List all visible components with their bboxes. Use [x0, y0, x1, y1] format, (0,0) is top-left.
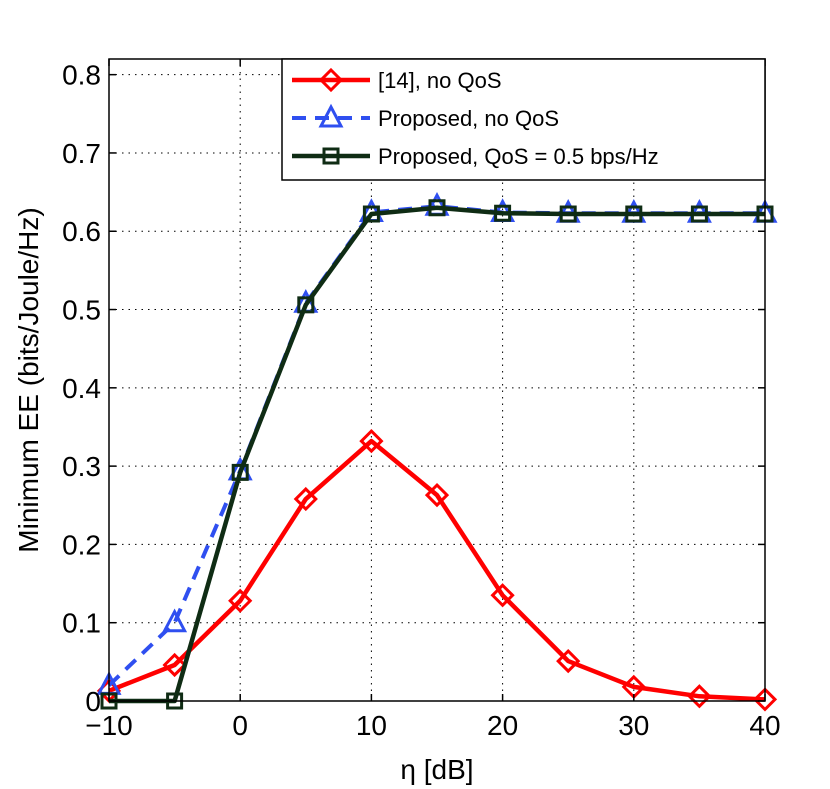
legend-label: [14], no QoS — [378, 68, 502, 93]
y-tick-label: 0.4 — [62, 373, 101, 404]
data-point — [687, 684, 712, 709]
legend: [14], no QoS Proposed, no QoS Proposed, Qo… — [281, 58, 766, 181]
legend-marker — [318, 103, 344, 128]
y-tick-label: 0 — [85, 686, 101, 717]
data-point — [162, 652, 187, 678]
legend-label: Proposed, no QoS — [378, 106, 559, 131]
x-tick-label: 10 — [356, 710, 387, 741]
data-point — [428, 199, 446, 217]
series-line — [108, 438, 766, 702]
data-point — [490, 583, 515, 608]
data-point — [228, 588, 253, 613]
series-line — [109, 205, 765, 704]
series-layer — [96, 191, 778, 712]
data-point — [752, 687, 778, 712]
data-point — [297, 296, 315, 314]
x-tick-label: −10 — [85, 710, 133, 741]
data-point — [625, 205, 643, 223]
x-tick-label: 20 — [487, 710, 518, 741]
x-tick-label: 30 — [618, 710, 649, 741]
data-point — [556, 648, 581, 674]
legend-marker — [318, 67, 344, 93]
data-point — [690, 205, 708, 223]
data-point — [293, 486, 318, 512]
data-point — [359, 428, 384, 454]
x-tick-label: 40 — [749, 710, 780, 741]
data-point — [231, 463, 249, 481]
legend-marker — [322, 147, 340, 165]
y-tick-label: 0.2 — [62, 529, 101, 560]
x-tick-label: 0 — [232, 710, 248, 741]
x-axis-title: η [dB] — [400, 754, 473, 785]
series-1 — [96, 428, 778, 712]
data-point — [494, 204, 512, 222]
y-tick-label: 0.6 — [62, 216, 101, 247]
data-point — [559, 205, 577, 223]
y-tick-label: 0.7 — [62, 138, 101, 169]
y-tick-label: 0.5 — [62, 295, 101, 326]
legend-label: Proposed, QoS = 0.5 bps/Hz — [378, 144, 659, 169]
data-point — [362, 205, 380, 223]
y-axis-title: Minimum EE (bits/Joule/Hz) — [13, 207, 44, 552]
data-point — [424, 482, 450, 508]
y-tick-label: 0.1 — [62, 608, 101, 639]
y-tick-label: 0.3 — [62, 451, 101, 482]
y-tick-label: 0.8 — [62, 60, 101, 91]
data-point — [162, 608, 188, 633]
